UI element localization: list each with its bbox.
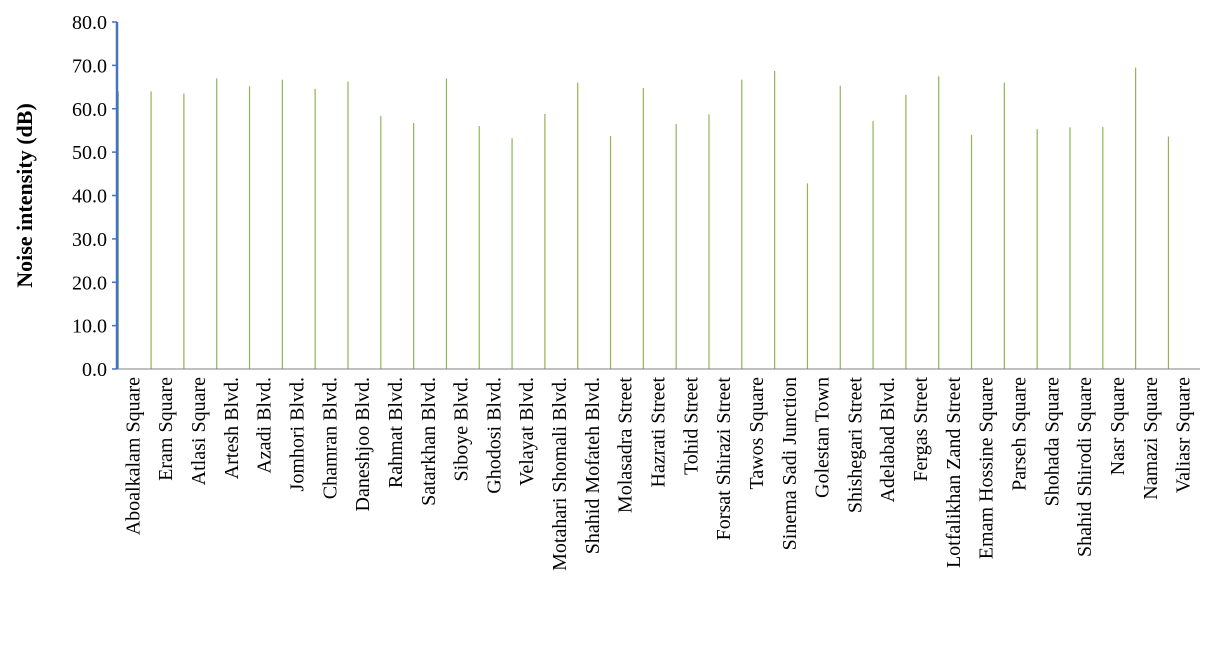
y-tick-label: 40.0 — [72, 186, 107, 208]
x-category-label: Atlasi Square — [188, 377, 210, 485]
bar-series — [117, 67, 1170, 370]
y-axis-title: Noise intensity (dB) — [12, 103, 37, 288]
bar — [413, 123, 415, 369]
bar — [609, 136, 612, 369]
bar — [970, 134, 973, 369]
bar — [675, 123, 677, 370]
x-category-label: Fergas Street — [910, 377, 932, 482]
x-category-label: Azadi Blvd. — [254, 377, 276, 474]
bar — [938, 76, 940, 369]
x-category-label: Ghodosi Blvd. — [483, 377, 505, 494]
bar — [347, 81, 349, 369]
x-category-label: Golestan Town — [812, 377, 834, 498]
x-category-label: Velayat Blvd. — [516, 377, 538, 486]
x-category-label: Satarkhan Blvd. — [418, 377, 440, 506]
x-category-label: Eram Square — [155, 377, 177, 481]
x-category-label: Daneshjoo Blvd. — [352, 377, 374, 511]
bar — [1003, 82, 1005, 369]
bar — [117, 91, 119, 370]
x-category-label: Tawos Square — [746, 377, 768, 490]
x-category-label: Tohid Street — [680, 377, 702, 475]
x-category-label: Shohada Square — [1041, 377, 1063, 507]
x-category-label: Rahmat Blvd. — [385, 377, 407, 488]
x-category-label: Artesh Blvd. — [221, 377, 243, 479]
x-category-label: Aboalkalam Square — [122, 377, 144, 535]
y-tick-label: 30.0 — [72, 229, 107, 251]
bar — [741, 79, 743, 369]
y-tick-label: 60.0 — [72, 99, 107, 121]
x-category-label: Shahid Mofateh Blvd. — [582, 377, 604, 554]
x-category-label: Nasr Square — [1107, 377, 1129, 475]
x-category-label: Sinema Sadi Junction — [779, 377, 801, 550]
bar — [806, 183, 809, 369]
x-category-label: Parseh Square — [1009, 377, 1031, 491]
bar — [380, 116, 382, 369]
x-category-label: Hazrati Street — [648, 377, 670, 488]
bar — [511, 138, 513, 369]
x-category-label: Adelabad Blvd. — [877, 377, 899, 503]
bar — [1102, 126, 1104, 369]
x-category-label: Chamran Blvd. — [319, 377, 341, 499]
bar — [478, 126, 480, 369]
bar — [774, 71, 776, 370]
x-category-label: Forsat Shirazi Street — [713, 377, 735, 541]
bar — [445, 78, 448, 369]
x-category-label: Molasadra Street — [615, 377, 637, 514]
bar — [577, 82, 579, 369]
x-category-label: Shahid Shirodi Square — [1074, 377, 1096, 557]
bar — [314, 88, 316, 370]
y-tick-label: 20.0 — [72, 272, 107, 294]
bar — [642, 87, 644, 370]
y-axis-ticks: 0.0 10.0 20.0 30.0 40.0 50.0 60.0 70.0 80.0 — [72, 12, 117, 381]
x-category-label: Valiasr Square — [1173, 377, 1195, 493]
x-category-label: Lotfalikhan Zand Street — [943, 377, 965, 568]
bar — [248, 86, 251, 369]
bar — [872, 120, 874, 370]
bar — [281, 79, 283, 369]
bar — [1036, 129, 1038, 369]
x-category-label: Shishegari Street — [844, 377, 866, 514]
bar — [216, 78, 218, 369]
x-category-label: Emam Hossine Square — [976, 377, 998, 559]
y-tick-label: 50.0 — [72, 142, 107, 164]
bar — [150, 91, 152, 370]
x-axis-category-labels: Aboalkalam Square Eram Square Atlasi Squar… — [122, 377, 1194, 571]
y-tick-label: 0.0 — [82, 359, 107, 381]
bar — [708, 114, 710, 369]
y-tick-label: 10.0 — [72, 316, 107, 338]
bar — [1167, 136, 1170, 369]
x-category-label: Siboye Blvd. — [451, 377, 473, 481]
y-tick-label: 70.0 — [72, 55, 107, 77]
x-category-label: Namazi Square — [1140, 377, 1162, 500]
x-category-label: Jomhori Blvd. — [287, 377, 309, 491]
bar — [1069, 127, 1071, 370]
bar — [1135, 67, 1137, 369]
bar — [905, 94, 907, 370]
bar — [839, 85, 841, 369]
y-tick-label: 80.0 — [72, 12, 107, 34]
bar — [544, 113, 546, 369]
x-category-label: Motahari Shomali Blvd. — [549, 377, 571, 571]
bar — [183, 93, 185, 369]
